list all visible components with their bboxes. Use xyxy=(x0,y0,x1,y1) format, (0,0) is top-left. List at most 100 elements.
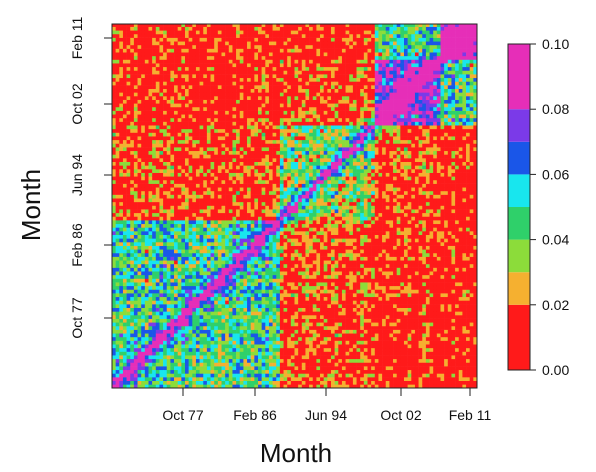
heatmap-cell xyxy=(214,74,219,79)
heatmap-cell xyxy=(228,201,233,206)
heatmap-cell xyxy=(137,267,142,272)
heatmap-cell xyxy=(166,55,171,60)
heatmap-cell xyxy=(214,103,219,108)
heatmap-cell xyxy=(170,322,175,327)
heatmap-cell xyxy=(290,63,295,68)
heatmap-cell xyxy=(283,33,288,38)
heatmap-cell xyxy=(119,147,124,152)
heatmap-cell xyxy=(261,205,266,210)
heatmap-cell xyxy=(155,252,160,257)
heatmap-cell xyxy=(250,44,255,49)
heatmap-cell xyxy=(254,52,259,57)
heatmap-cell xyxy=(258,212,262,217)
heatmap-cell xyxy=(152,44,157,49)
heatmap-cell xyxy=(159,198,164,203)
heatmap-cell xyxy=(225,117,230,122)
heatmap-cell xyxy=(250,289,255,294)
heatmap-cell xyxy=(217,74,222,79)
heatmap-cell xyxy=(250,278,255,283)
heatmap-cell xyxy=(247,245,251,250)
heatmap-cell xyxy=(210,278,215,283)
heatmap-cell xyxy=(217,125,222,130)
heatmap-cell xyxy=(166,336,171,341)
heatmap-cell xyxy=(228,190,233,195)
heatmap-cell xyxy=(265,187,270,192)
heatmap-cell xyxy=(188,384,193,388)
heatmap-cell xyxy=(177,227,182,232)
heatmap-cell xyxy=(258,99,262,104)
heatmap-cell xyxy=(152,263,157,268)
heatmap-cell xyxy=(265,249,270,254)
heatmap-cell xyxy=(119,329,124,334)
heatmap-cell xyxy=(225,263,230,268)
heatmap-cell xyxy=(279,231,284,235)
heatmap-cell xyxy=(130,231,135,235)
heatmap-cell xyxy=(210,307,215,312)
heatmap-cell xyxy=(243,336,248,341)
heatmap-cell xyxy=(122,340,127,345)
heatmap-cell xyxy=(272,92,277,97)
heatmap-cell xyxy=(144,176,149,181)
heatmap-cell xyxy=(166,103,171,108)
heatmap-cell xyxy=(130,304,135,308)
heatmap-cell xyxy=(232,143,237,148)
heatmap-cell xyxy=(261,369,266,374)
heatmap-cell xyxy=(221,161,226,166)
heatmap-cell xyxy=(276,209,281,214)
heatmap-cell xyxy=(174,24,178,27)
heatmap-cell xyxy=(276,347,281,352)
heatmap-cell xyxy=(141,96,146,100)
heatmap-cell xyxy=(126,231,131,235)
heatmap-cell xyxy=(254,315,259,319)
heatmap-cell xyxy=(126,165,131,170)
heatmap-cell xyxy=(126,201,131,206)
heatmap-cell xyxy=(225,139,230,144)
heatmap-cell xyxy=(185,227,189,232)
heatmap-cell xyxy=(250,315,255,319)
heatmap-cell xyxy=(155,234,160,239)
heatmap-cell xyxy=(265,307,270,312)
heatmap-cell xyxy=(144,336,149,341)
heatmap-cell xyxy=(130,329,135,334)
heatmap-cell xyxy=(195,139,200,144)
heatmap-cell xyxy=(112,165,116,170)
heatmap-cell xyxy=(170,263,175,268)
heatmap-cell xyxy=(225,41,230,46)
heatmap-cell xyxy=(258,260,262,265)
heatmap-cell xyxy=(236,300,241,305)
heatmap-cell xyxy=(155,121,160,126)
heatmap-cell xyxy=(166,106,171,111)
heatmap-cell xyxy=(188,139,193,144)
heatmap-cell xyxy=(141,205,146,210)
heatmap-cell xyxy=(247,99,251,104)
heatmap-cell xyxy=(185,315,189,319)
heatmap-cell xyxy=(159,201,164,206)
heatmap-cell xyxy=(265,304,270,308)
heatmap-cell xyxy=(126,220,131,225)
heatmap-cell xyxy=(185,96,189,100)
heatmap-cell xyxy=(133,121,138,126)
heatmap-cell xyxy=(210,340,215,345)
heatmap-cell xyxy=(177,209,182,214)
heatmap-cell xyxy=(287,55,292,60)
heatmap-cell xyxy=(290,194,295,199)
heatmap-cell xyxy=(144,366,149,371)
heatmap-cell xyxy=(210,380,215,385)
heatmap-cell xyxy=(265,55,270,60)
heatmap-cell xyxy=(174,121,178,126)
heatmap-cell xyxy=(279,37,284,42)
heatmap-cell xyxy=(206,33,211,38)
heatmap-cell xyxy=(239,355,244,360)
heatmap-cell xyxy=(181,103,186,108)
heatmap-cell xyxy=(290,125,295,130)
heatmap-cell xyxy=(279,300,284,305)
heatmap-cell xyxy=(174,384,178,388)
heatmap-cell xyxy=(148,143,153,148)
heatmap-cell xyxy=(188,300,193,305)
heatmap-cell xyxy=(243,198,248,203)
heatmap-cell xyxy=(130,285,135,290)
heatmap-cell xyxy=(247,24,251,27)
heatmap-cell xyxy=(188,271,193,276)
heatmap-cell xyxy=(155,125,160,130)
heatmap-cell xyxy=(122,147,127,152)
